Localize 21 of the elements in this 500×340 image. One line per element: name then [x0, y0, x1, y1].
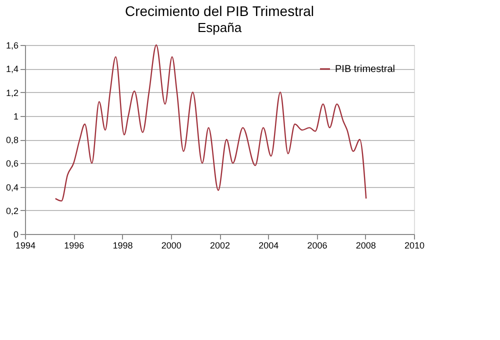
- x-tick-label: 1996: [64, 240, 84, 250]
- x-tick-label: 1994: [15, 240, 36, 250]
- y-tick-label: 1,4: [6, 64, 18, 74]
- y-tick-label: 1: [13, 111, 18, 122]
- y-tick-label: 0,8: [6, 135, 18, 145]
- legend-label: PIB trimestral: [335, 64, 396, 75]
- y-tick-label: 0,6: [6, 158, 18, 169]
- x-tick-label: 1998: [112, 240, 133, 250]
- y-tick-label: 1,2: [6, 88, 18, 98]
- chart-subtitle: España: [197, 20, 242, 35]
- x-tick-label: 2008: [356, 240, 376, 250]
- x-tick-label: 2002: [210, 240, 230, 250]
- y-tick-label: 0,2: [6, 206, 18, 216]
- chart-title: Crecimiento del PIB Trimestral: [124, 3, 314, 19]
- y-tick-label: 1,6: [6, 40, 18, 50]
- x-tick-label: 2004: [258, 240, 279, 250]
- x-tick-label: 2000: [161, 240, 182, 250]
- x-tick-label: 2006: [307, 240, 328, 250]
- y-tick-label: 0: [13, 230, 18, 240]
- y-tick-label: 0,4: [6, 182, 18, 192]
- x-tick-label: 2010: [404, 240, 425, 250]
